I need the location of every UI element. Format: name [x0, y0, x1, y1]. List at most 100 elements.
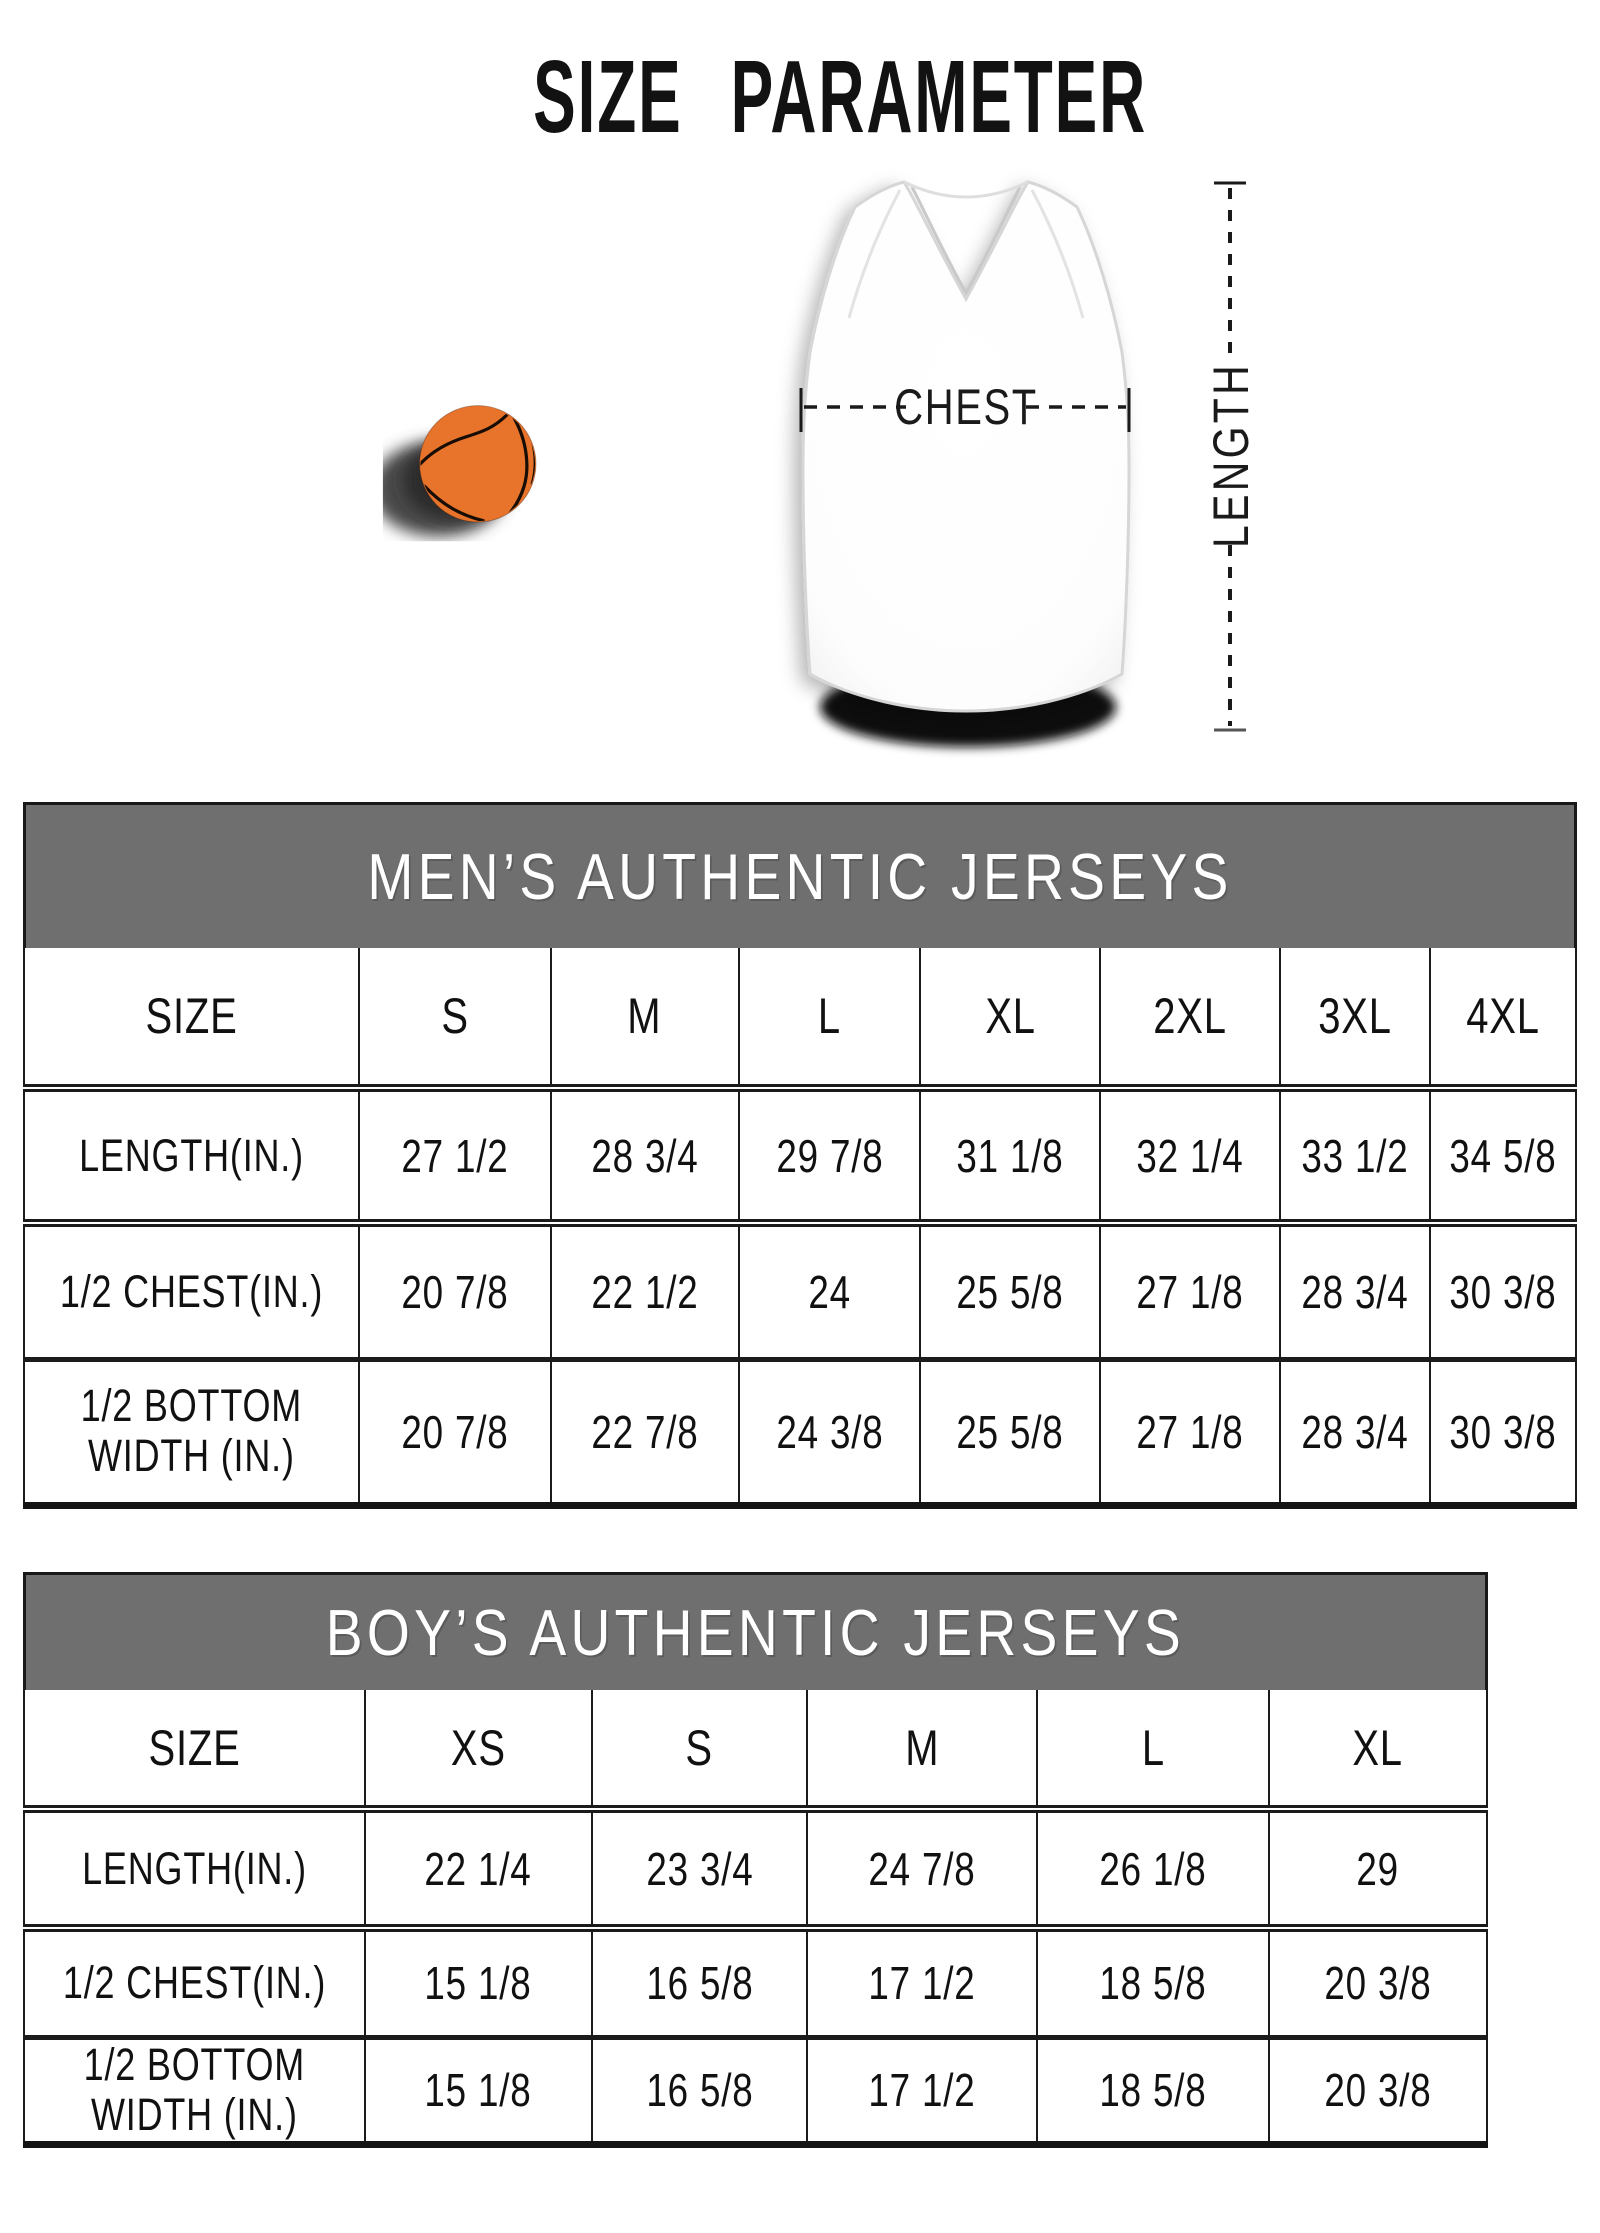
size-value: 20 3/8: [1324, 1957, 1432, 2010]
chest-measurement: [799, 388, 1131, 432]
col-label: SIZE: [145, 988, 238, 1044]
col-label: 2XL: [1153, 988, 1228, 1044]
size-column-header: SIZE: [24, 1690, 365, 1809]
size-value: 20 3/8: [1324, 2064, 1432, 2117]
col-label: M: [905, 1719, 940, 1776]
size-value: 29: [1356, 1842, 1400, 1895]
col-label: S: [441, 988, 469, 1044]
size-value-cell: 17 1/2: [806, 2034, 1038, 2145]
size-value: 17 1/2: [868, 2064, 976, 2117]
col-label: L: [1141, 1719, 1165, 1776]
length-label-group: LENGTH: [1203, 362, 1259, 548]
length-label: LENGTH: [1203, 362, 1259, 548]
size-value-cell: 29 7/8: [737, 1084, 921, 1223]
jersey-seams: [847, 180, 1085, 319]
size-value-cell: 18 5/8: [1036, 1924, 1269, 2037]
boys-table-title: BOY’S AUTHENTIC JERSEYS: [325, 1596, 1186, 1669]
size-column-header: S: [358, 948, 551, 1088]
col-label: 4XL: [1466, 988, 1540, 1044]
col-label: L: [817, 988, 841, 1044]
row-label: 1/2 BOTTOM WIDTH (IN.): [80, 1379, 303, 1482]
row-label-cell: 1/2 CHEST(IN.): [24, 1219, 360, 1359]
basketball-ball: [419, 405, 537, 523]
size-value-cell: 24 7/8: [806, 1805, 1038, 1928]
size-value-cell: 15 1/8: [363, 1924, 592, 2037]
size-value-cell: 30 3/8: [1429, 1219, 1576, 1359]
mens-jerseys-table: MEN’S AUTHENTIC JERSEYS SIZE S M L XL 2X…: [23, 802, 1577, 1509]
boys-half-bottom-width-row: 1/2 BOTTOM WIDTH (IN.) 15 1/8 16 5/8 17 …: [24, 2034, 1487, 2145]
jersey-diagram: CHEST LENGTH: [799, 180, 1259, 747]
col-label: S: [685, 1719, 714, 1776]
size-value-cell: 20 7/8: [358, 1356, 551, 1505]
size-value: 30 3/8: [1449, 1265, 1557, 1318]
basketball-group: [382, 405, 537, 537]
size-value-cell: 20 3/8: [1267, 2034, 1487, 2145]
size-column-header: M: [806, 1690, 1038, 1809]
size-value-cell: 22 7/8: [549, 1356, 739, 1505]
size-value: 16 5/8: [645, 2064, 754, 2117]
size-column-header: XL: [919, 948, 1101, 1088]
size-value-cell: 17 1/2: [806, 1924, 1038, 2037]
chest-label-group: CHEST: [894, 379, 1036, 435]
size-value: 30 3/8: [1449, 1405, 1557, 1458]
size-value-cell: 33 1/2: [1279, 1084, 1431, 1223]
row-label-cell: 1/2 CHEST(IN.): [24, 1924, 365, 2037]
mens-length-row: LENGTH(IN.) 27 1/2 28 3/4 29 7/8 31 1/8 …: [24, 1084, 1576, 1223]
size-column-header: SIZE: [24, 948, 359, 1088]
row-label: 1/2 CHEST(IN.): [59, 1265, 324, 1317]
size-value-cell: 22 1/2: [549, 1219, 739, 1359]
length-measurement: [1214, 181, 1246, 732]
size-value: 26 1/8: [1099, 1842, 1207, 1895]
size-value-cell: 32 1/4: [1099, 1084, 1281, 1223]
size-value-cell: 24: [737, 1219, 921, 1359]
size-value: 33 1/2: [1301, 1129, 1409, 1182]
size-value-cell: 27 1/8: [1099, 1219, 1281, 1359]
page-title-row: SIZE PARAMETER: [40, 38, 1600, 156]
size-value-cell: 28 3/4: [1279, 1219, 1431, 1359]
boys-table-header: BOY’S AUTHENTIC JERSEYS: [23, 1572, 1488, 1690]
jersey-body: [801, 180, 1131, 713]
size-value-cell: 30 3/8: [1429, 1356, 1576, 1505]
size-value-cell: 34 5/8: [1429, 1084, 1576, 1223]
row-label-cell: LENGTH(IN.): [24, 1805, 365, 1928]
col-label: M: [627, 988, 662, 1044]
mens-half-chest-row: 1/2 CHEST(IN.) 20 7/8 22 1/2 24 25 5/8 2…: [24, 1219, 1576, 1359]
mens-size-header-row: SIZE S M L XL 2XL 3XL 4XL: [24, 948, 1576, 1088]
size-value: 29 7/8: [775, 1129, 884, 1182]
size-value: 22 1/2: [591, 1265, 699, 1318]
col-label: 3XL: [1318, 988, 1392, 1044]
row-label: 1/2 BOTTOM WIDTH (IN.): [83, 2038, 306, 2140]
col-label: SIZE: [148, 1719, 241, 1776]
col-label: XL: [1352, 1719, 1404, 1776]
size-value: 22 1/4: [424, 1842, 532, 1895]
size-value: 27 1/8: [1136, 1405, 1244, 1458]
size-value-cell: 22 1/4: [363, 1805, 592, 1928]
size-value: 20 7/8: [401, 1405, 509, 1458]
size-value-cell: 31 1/8: [919, 1084, 1101, 1223]
boys-length-row: LENGTH(IN.) 22 1/4 23 3/4 24 7/8 26 1/8 …: [24, 1805, 1487, 1928]
size-value: 22 7/8: [591, 1405, 699, 1458]
row-label: LENGTH(IN.): [79, 1129, 305, 1181]
size-column-header: 2XL: [1099, 948, 1281, 1088]
size-value: 15 1/8: [424, 2064, 532, 2117]
boys-size-grid: SIZE XS S M L XL LENGTH(IN.) 22 1/4 23 3…: [23, 1690, 1488, 2148]
size-value-cell: 27 1/2: [358, 1084, 551, 1223]
row-label: 1/2 CHEST(IN.): [62, 1957, 327, 2009]
page-title: SIZE PARAMETER: [533, 39, 1147, 154]
size-value-cell: 25 5/8: [919, 1219, 1101, 1359]
size-value-cell: 15 1/8: [363, 2034, 592, 2145]
size-value: 25 5/8: [956, 1265, 1064, 1318]
size-value-cell: 28 3/4: [1279, 1356, 1431, 1505]
mens-size-grid: SIZE S M L XL 2XL 3XL 4XL LENGTH(IN.) 27…: [23, 948, 1577, 1509]
boys-size-header-row: SIZE XS S M L XL: [24, 1690, 1487, 1809]
size-value: 27 1/8: [1136, 1265, 1244, 1318]
boys-jerseys-table: BOY’S AUTHENTIC JERSEYS SIZE XS S M L XL…: [23, 1572, 1488, 2148]
size-value: 28 3/4: [1301, 1265, 1409, 1318]
size-value: 15 1/8: [424, 1957, 532, 2010]
mens-table-header: MEN’S AUTHENTIC JERSEYS: [23, 802, 1577, 948]
size-value-cell: 16 5/8: [590, 2034, 808, 2145]
row-label-cell: LENGTH(IN.): [24, 1084, 360, 1223]
row-label-cell: 1/2 BOTTOM WIDTH (IN.): [24, 2034, 365, 2145]
size-value: 23 3/4: [645, 1842, 754, 1895]
size-column-header: L: [1036, 1690, 1269, 1809]
